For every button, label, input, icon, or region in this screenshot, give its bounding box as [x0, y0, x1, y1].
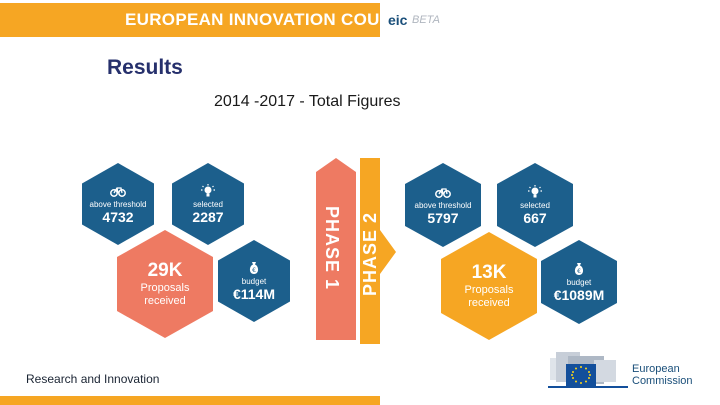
ec-line2: Commission: [632, 375, 693, 387]
selected-label: selected: [193, 199, 223, 209]
proposals-value: 13K: [471, 262, 507, 283]
proposals-label-line2: received: [144, 295, 186, 307]
footer-research-innovation: Research and Innovation: [26, 372, 160, 386]
phase2-arrow: [360, 158, 396, 344]
phase2-selected-hex: selected 667: [497, 163, 573, 247]
phase-arrows: PHASE 1 PHASE 2: [316, 158, 396, 344]
phase2-above-threshold-hex: above threshold 5797: [405, 163, 481, 247]
footer-bar: [0, 396, 380, 405]
phase1-label: PHASE 1: [322, 206, 342, 290]
money-bag-icon: €: [249, 261, 259, 274]
phase1-selected-hex: selected 2287: [172, 163, 244, 245]
above-threshold-value: 5797: [427, 209, 459, 226]
phase1-proposals-hex: 29K Proposals received: [117, 230, 213, 338]
header-title: EUROPEAN INNOVATION COUNCIL: [125, 10, 421, 29]
bicycle-icon: [435, 187, 451, 198]
selected-value: 2287: [192, 208, 224, 225]
lightbulb-icon: [201, 183, 215, 196]
lightbulb-icon: [528, 184, 542, 197]
selected-value: 667: [523, 209, 547, 226]
phase1-above-threshold-hex: above threshold 4732: [82, 163, 154, 245]
above-threshold-value: 4732: [102, 208, 134, 225]
money-bag-icon: €: [574, 262, 584, 275]
eic-beta-label: BETA: [412, 14, 440, 26]
proposals-label-line1: Proposals: [464, 284, 514, 296]
ec-line1: European: [632, 363, 680, 375]
above-threshold-label: above threshold: [89, 199, 147, 209]
budget-value: €114M: [232, 285, 276, 302]
phase2-budget-hex: € budget €1089M: [541, 240, 617, 324]
budget-label: budget: [566, 277, 592, 287]
phase2-label: PHASE 2: [360, 212, 380, 296]
phase1-budget-hex: € budget €114M: [218, 240, 290, 322]
above-threshold-label: above threshold: [414, 200, 472, 210]
proposals-label-line2: received: [468, 297, 510, 309]
svg-text:€: €: [577, 268, 581, 275]
eic-logo-text: eic: [388, 12, 408, 28]
proposals-label-line1: Proposals: [140, 282, 190, 294]
bicycle-icon: [110, 186, 126, 197]
selected-label: selected: [520, 200, 550, 210]
ec-logo-text: European Commission: [632, 363, 693, 387]
page-subtitle: 2014 -2017 - Total Figures: [214, 93, 401, 110]
header-banner: [0, 3, 380, 37]
proposals-value: 29K: [147, 260, 183, 281]
european-commission-logo: [548, 352, 628, 388]
phase1-arrow: [316, 158, 356, 340]
phase2-proposals-hex: 13K Proposals received: [441, 232, 537, 340]
svg-text:€: €: [252, 267, 256, 274]
page-title: Results: [107, 56, 183, 79]
budget-label: budget: [241, 276, 267, 286]
budget-value: €1089M: [553, 286, 605, 303]
